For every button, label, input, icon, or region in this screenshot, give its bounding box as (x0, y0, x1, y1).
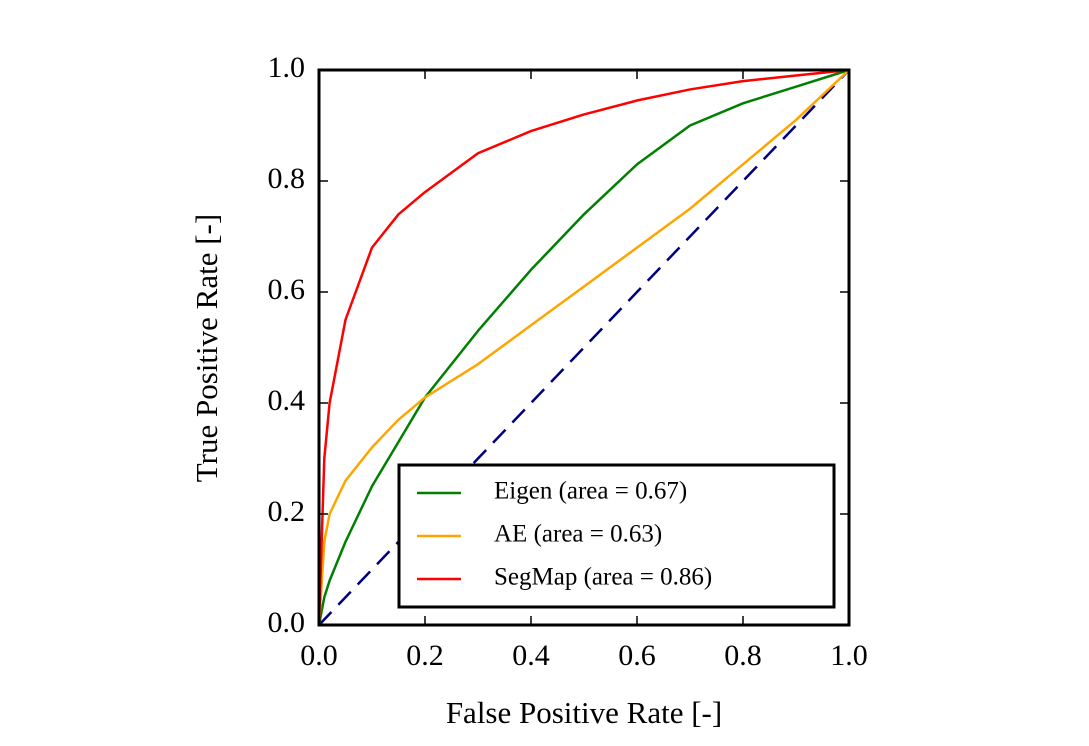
x-tick-label: 1.0 (830, 639, 868, 672)
series-line (317, 68, 850, 626)
y-tick-label: 0.2 (268, 495, 306, 528)
y-axis-label: True Positive Rate [-] (189, 214, 224, 482)
legend-label: AE (area = 0.63) (494, 521, 662, 548)
legend-box (397, 463, 836, 609)
y-tick-label: 0.8 (268, 162, 306, 195)
series-line (317, 68, 850, 626)
legend-label: Eigen (area = 0.67) (494, 478, 687, 505)
x-tick-label: 0.4 (512, 639, 550, 672)
y-tick-label: 0.0 (268, 606, 306, 639)
y-tick-label: 1.0 (268, 51, 306, 84)
x-tick-label: 0.0 (300, 639, 338, 672)
legend-label: SegMap (area = 0.86) (494, 564, 712, 591)
x-axis-label: False Positive Rate [-] (446, 695, 722, 730)
x-tick-label: 0.8 (724, 639, 762, 672)
series-line (317, 69, 850, 626)
plot-frame (317, 68, 851, 627)
y-tick-label: 0.6 (268, 273, 306, 306)
x-tick-label: 0.6 (618, 639, 656, 672)
y-tick-label: 0.4 (268, 384, 306, 417)
x-tick-label: 0.2 (406, 639, 444, 672)
